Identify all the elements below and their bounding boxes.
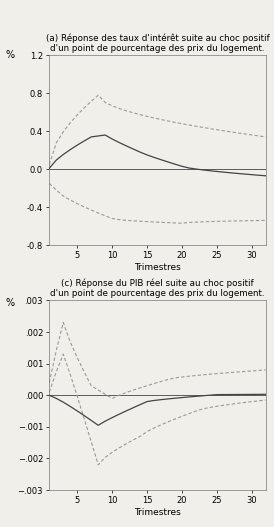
Title: (c) Réponse du PIB réel suite au choc positif
d'un point de pourcentage des prix: (c) Réponse du PIB réel suite au choc po… (50, 278, 265, 298)
Text: %: % (5, 51, 15, 60)
Text: %: % (5, 298, 15, 308)
X-axis label: Trimestres: Trimestres (134, 508, 181, 517)
Title: (a) Réponse des taux d'intérêt suite au choc positif
d'un point de pourcentage d: (a) Réponse des taux d'intérêt suite au … (46, 33, 269, 53)
X-axis label: Trimestres: Trimestres (134, 263, 181, 272)
